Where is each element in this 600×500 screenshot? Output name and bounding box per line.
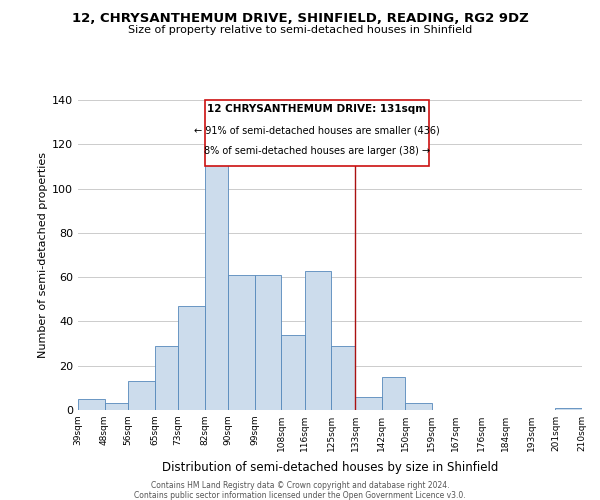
Text: 8% of semi-detached houses are larger (38) →: 8% of semi-detached houses are larger (3… [203,146,430,156]
Bar [205,156,229,410]
Bar [355,396,382,410]
Text: 12, CHRYSANTHEMUM DRIVE, SHINFIELD, READING, RG2 9DZ: 12, CHRYSANTHEMUM DRIVE, SHINFIELD, READ… [71,12,529,26]
Bar [78,399,104,410]
Text: Distribution of semi-detached houses by size in Shinfield: Distribution of semi-detached houses by … [162,461,498,474]
Bar [229,275,255,410]
Bar [155,346,178,410]
Y-axis label: Number of semi-detached properties: Number of semi-detached properties [38,152,48,358]
Text: Contains public sector information licensed under the Open Government Licence v3: Contains public sector information licen… [134,490,466,500]
Bar [178,306,205,410]
Bar [305,270,331,410]
Bar [255,275,281,410]
Bar [331,346,355,410]
Bar [405,404,431,410]
Bar [104,404,128,410]
Bar [128,381,155,410]
Bar [382,377,405,410]
Text: Contains HM Land Registry data © Crown copyright and database right 2024.: Contains HM Land Registry data © Crown c… [151,482,449,490]
FancyBboxPatch shape [205,100,429,166]
Bar [556,408,582,410]
Text: 12 CHRYSANTHEMUM DRIVE: 131sqm: 12 CHRYSANTHEMUM DRIVE: 131sqm [207,104,426,115]
Text: ← 91% of semi-detached houses are smaller (436): ← 91% of semi-detached houses are smalle… [194,125,440,135]
Bar [281,334,305,410]
Text: Size of property relative to semi-detached houses in Shinfield: Size of property relative to semi-detach… [128,25,472,35]
